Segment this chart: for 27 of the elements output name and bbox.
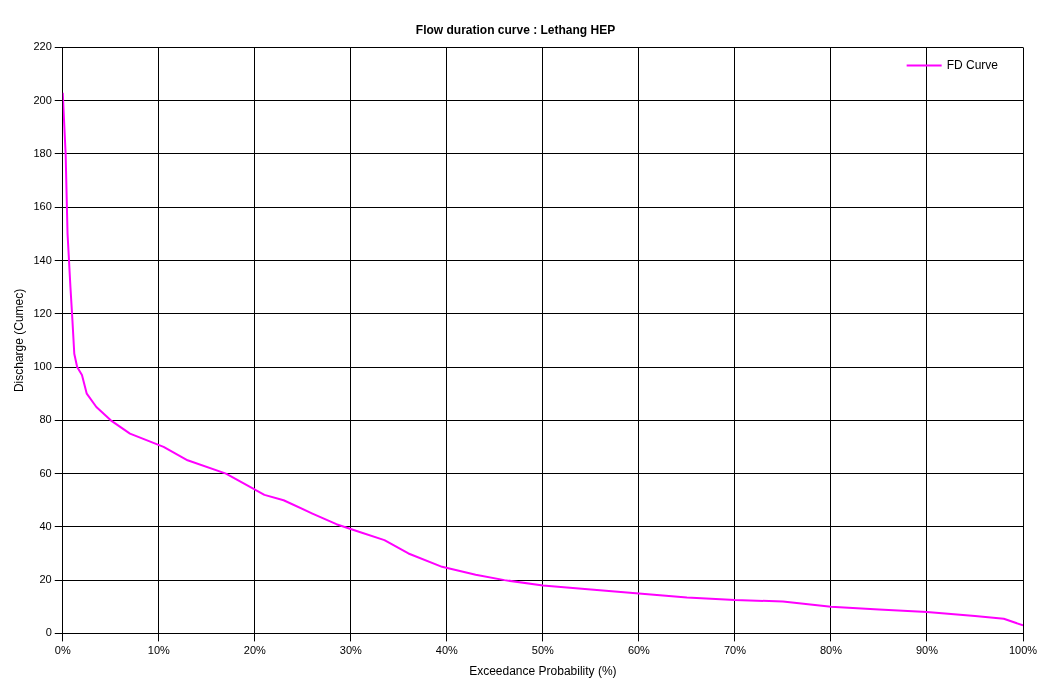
x-tick-label: 30% [339, 644, 363, 657]
x-tick-label: 0% [54, 644, 71, 657]
y-tick-label: 160 [33, 200, 52, 213]
y-tick-label: 20 [39, 573, 52, 586]
y-tick-label: 140 [33, 253, 52, 266]
x-tick-label: 20% [243, 644, 267, 657]
x-tick-label: 60% [627, 644, 651, 657]
x-axis-title: Exceedance Probability (%) [469, 664, 617, 679]
x-tick-label: 80% [819, 644, 843, 657]
y-axis-title: Discharge (Cumec) [11, 288, 26, 393]
y-tick-label: 80 [39, 413, 52, 426]
x-tick-label: 90% [915, 644, 939, 657]
y-tick-label: 60 [39, 466, 52, 479]
y-tick-label: 200 [33, 93, 52, 106]
y-tick-label: 220 [33, 40, 52, 53]
x-tick-label: 40% [435, 644, 459, 657]
x-tick-label: 50% [531, 644, 555, 657]
x-tick-label: 100% [1008, 644, 1038, 657]
legend-label: FD Curve [946, 57, 999, 72]
y-tick-label: 40 [39, 519, 52, 532]
chart-title: Flow duration curve : Lethang HEP [415, 22, 616, 37]
y-tick-label: 120 [33, 306, 52, 319]
x-tick-label: 70% [723, 644, 747, 657]
y-tick-label: 180 [33, 146, 52, 159]
x-tick-label: 10% [147, 644, 170, 657]
y-tick-label: 100 [33, 360, 52, 373]
y-tick-label: 0 [45, 626, 52, 639]
